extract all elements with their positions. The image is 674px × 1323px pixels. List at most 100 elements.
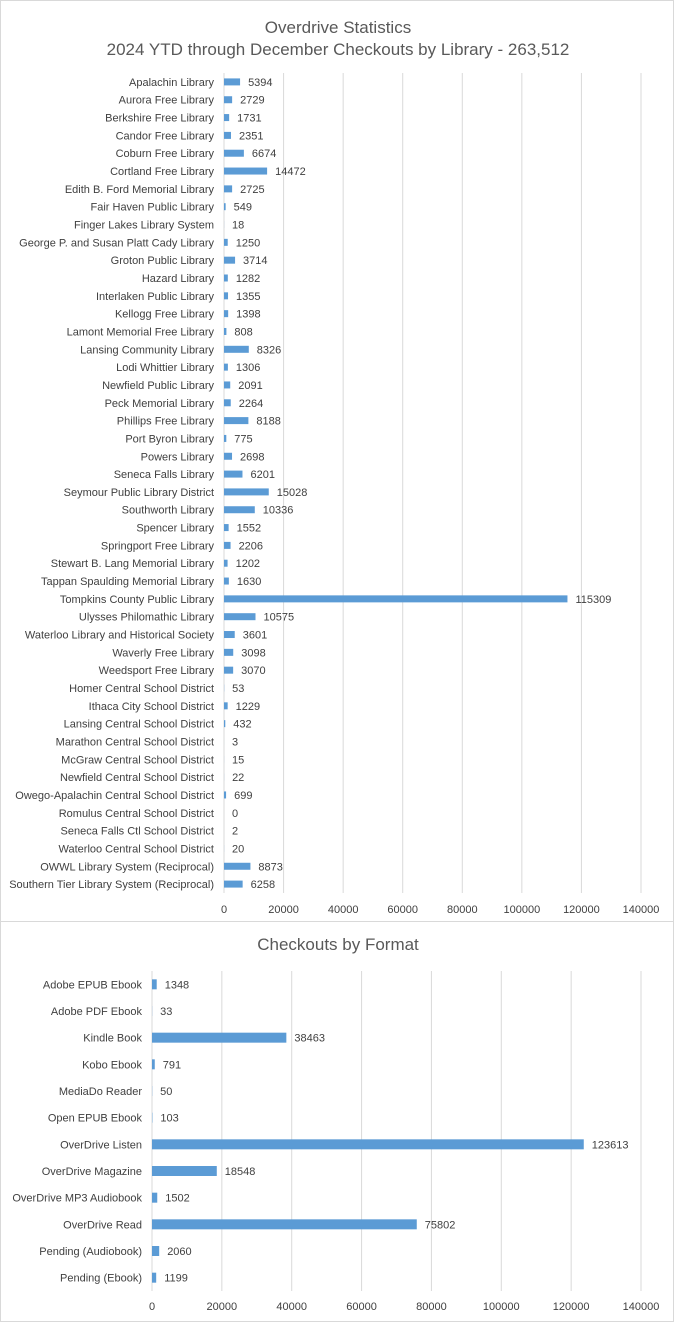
bar: [224, 114, 229, 121]
library-checkouts-svg: Overdrive Statistics 2024 YTD through De…: [1, 1, 674, 923]
bar: [224, 364, 228, 371]
bar: [224, 328, 226, 335]
bar: [152, 1139, 584, 1149]
data-label: 15028: [277, 487, 308, 499]
category-label: Interlaken Public Library: [96, 291, 215, 303]
data-label: 10575: [263, 612, 294, 624]
data-label: 1229: [236, 701, 260, 713]
data-label: 2729: [240, 95, 264, 107]
data-label: 22: [232, 772, 244, 784]
data-label: 808: [234, 326, 252, 338]
bar: [224, 96, 232, 103]
category-label: Spencer Library: [136, 523, 214, 535]
x-tick-label: 40000: [276, 1301, 307, 1313]
data-label: 103: [160, 1113, 178, 1125]
data-label: 123613: [592, 1139, 629, 1151]
bar: [152, 1059, 155, 1069]
category-label: Apalachin Library: [129, 77, 214, 89]
category-label: Tappan Spaulding Memorial Library: [41, 576, 215, 588]
data-label: 549: [234, 202, 252, 214]
bar: [224, 78, 240, 85]
category-label: Homer Central School District: [69, 683, 214, 695]
bar: [152, 1166, 217, 1176]
data-label: 1199: [164, 1273, 188, 1285]
bar: [224, 863, 250, 870]
bar: [224, 381, 230, 388]
data-label: 10336: [263, 505, 294, 517]
category-label: Springport Free Library: [101, 540, 215, 552]
x-tick-label: 140000: [623, 904, 660, 916]
x-tick-label: 120000: [563, 904, 600, 916]
data-label: 2264: [239, 398, 263, 410]
data-label: 3601: [243, 630, 267, 642]
category-label: Coburn Free Library: [116, 148, 215, 160]
bar: [224, 239, 228, 246]
bar: [224, 631, 235, 638]
x-tick-label: 140000: [623, 1301, 660, 1313]
bar: [224, 560, 228, 567]
data-label: 2351: [239, 130, 263, 142]
bar: [224, 488, 269, 495]
category-label: Port Byron Library: [125, 433, 214, 445]
bar: [224, 720, 225, 727]
category-label: Cortland Free Library: [110, 166, 214, 178]
bar: [224, 417, 248, 424]
x-tick-label: 80000: [447, 904, 478, 916]
bar: [224, 702, 228, 709]
bar: [224, 346, 249, 353]
category-label: Aurora Free Library: [119, 95, 215, 107]
category-label: Marathon Central School District: [56, 736, 214, 748]
data-label: 8326: [257, 344, 281, 356]
data-label: 2206: [239, 540, 263, 552]
category-label: Tompkins County Public Library: [60, 594, 215, 606]
category-label: MediaDo Reader: [59, 1086, 142, 1098]
x-tick-label: 100000: [503, 904, 540, 916]
category-label: Edith B. Ford Memorial Library: [65, 184, 215, 196]
x-tick-label: 20000: [268, 904, 299, 916]
bar: [224, 132, 231, 139]
category-label: Adobe PDF Ebook: [51, 1006, 143, 1018]
category-label: Candor Free Library: [116, 130, 215, 142]
data-label: 75802: [425, 1219, 456, 1231]
data-label: 18: [232, 220, 244, 232]
bar: [224, 453, 232, 460]
data-label: 1552: [237, 523, 261, 535]
x-tick-label: 120000: [553, 1301, 590, 1313]
data-label: 3714: [243, 255, 267, 267]
category-label: Ithaca City School District: [89, 701, 214, 713]
bar: [224, 203, 226, 210]
data-label: 3070: [241, 665, 265, 677]
category-label: Open EPUB Ebook: [48, 1113, 143, 1125]
bar: [224, 524, 229, 531]
data-label: 53: [232, 683, 244, 695]
category-label: Finger Lakes Library System: [74, 220, 214, 232]
x-tick-label: 60000: [387, 904, 418, 916]
category-label: Kindle Book: [83, 1033, 142, 1045]
category-label: OverDrive Listen: [60, 1139, 142, 1151]
x-tick-label: 0: [149, 1301, 155, 1313]
category-label: Weedsport Free Library: [99, 665, 215, 677]
bar: [224, 667, 233, 674]
x-tick-label: 0: [221, 904, 227, 916]
category-label: Newfield Public Library: [102, 380, 214, 392]
category-label: Waterloo Library and Historical Society: [25, 630, 215, 642]
category-label: Powers Library: [141, 451, 215, 463]
category-label: Pending (Audiobook): [39, 1246, 142, 1258]
category-label: Kobo Ebook: [82, 1059, 142, 1071]
category-label: Newfield Central School District: [60, 772, 214, 784]
x-tick-label: 60000: [346, 1301, 377, 1313]
data-label: 1306: [236, 362, 260, 374]
category-label: Groton Public Library: [111, 255, 215, 267]
category-label: Southern Tier Library System (Reciprocal…: [9, 879, 214, 891]
bar: [152, 1193, 157, 1203]
category-label: Lodi Whittier Library: [116, 362, 214, 374]
data-label: 14472: [275, 166, 306, 178]
category-label: Stewart B. Lang Memorial Library: [51, 558, 215, 570]
bar: [224, 150, 244, 157]
bar: [224, 292, 228, 299]
data-label: 8873: [258, 861, 282, 873]
category-label: Seneca Falls Ctl School District: [61, 826, 214, 838]
data-label: 6258: [251, 879, 275, 891]
data-label: 775: [234, 433, 252, 445]
